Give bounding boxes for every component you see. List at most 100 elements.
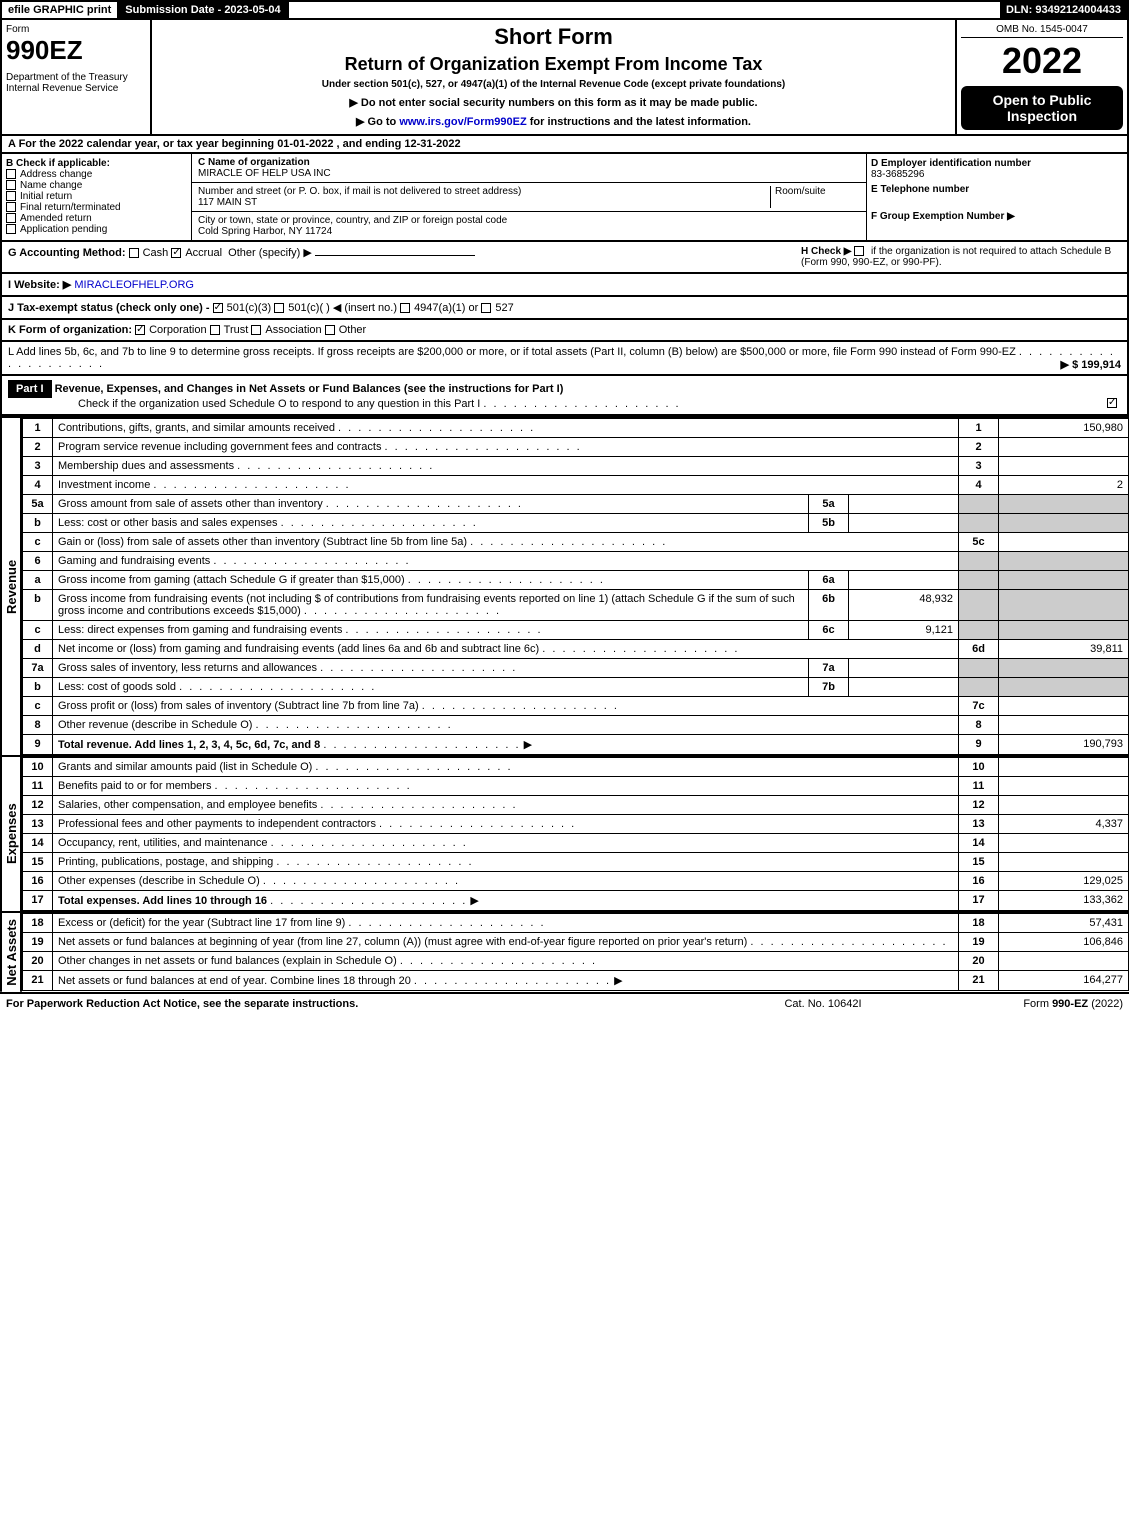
cb-label: Final return/terminated <box>20 202 121 213</box>
part1-badge: Part I <box>8 380 52 398</box>
room-label: Room/suite <box>770 186 860 208</box>
j-opt1: 501(c)(3) <box>227 302 272 314</box>
checkbox-cash[interactable] <box>129 248 139 258</box>
city-value: Cold Spring Harbor, NY 11724 <box>198 226 860 237</box>
street-value: 117 MAIN ST <box>198 197 770 208</box>
table-row: aGross income from gaming (attach Schedu… <box>23 571 1129 590</box>
k-label: K Form of organization: <box>8 324 132 336</box>
checkbox-h[interactable] <box>854 246 864 256</box>
checkbox-corp[interactable] <box>135 325 145 335</box>
table-row: 13Professional fees and other payments t… <box>23 815 1129 834</box>
k-assoc: Association <box>265 324 321 336</box>
table-row: 16Other expenses (describe in Schedule O… <box>23 872 1129 891</box>
submission-date: Submission Date - 2023-05-04 <box>119 2 288 18</box>
revenue-table: 1Contributions, gifts, grants, and simil… <box>22 418 1129 755</box>
cash-label: Cash <box>143 247 169 259</box>
checkbox-final-return[interactable] <box>6 202 16 212</box>
other-input[interactable] <box>315 255 475 256</box>
table-row: 3Membership dues and assessments 3 <box>23 457 1129 476</box>
table-row: 11Benefits paid to or for members 11 <box>23 777 1129 796</box>
street-label: Number and street (or P. O. box, if mail… <box>198 186 770 197</box>
form-number: 990EZ <box>6 35 146 66</box>
row-l: L Add lines 5b, 6c, and 7b to line 9 to … <box>0 342 1129 376</box>
table-row: 19Net assets or fund balances at beginni… <box>23 933 1129 952</box>
table-row: 2Program service revenue including gover… <box>23 438 1129 457</box>
k-trust: Trust <box>224 324 249 336</box>
form-label: Form <box>6 24 146 35</box>
org-name: MIRACLE OF HELP USA INC <box>198 168 860 179</box>
h-label: H Check ▶ <box>801 246 851 257</box>
dept-label: Department of the Treasury Internal Reve… <box>6 72 146 94</box>
omb-number: OMB No. 1545-0047 <box>961 24 1123 38</box>
top-bar: efile GRAPHIC print Submission Date - 20… <box>0 0 1129 20</box>
checkbox-527[interactable] <box>481 303 491 313</box>
table-row: cLess: direct expenses from gaming and f… <box>23 621 1129 640</box>
netassets-side-label: Net Assets <box>0 913 22 992</box>
table-row: 21Net assets or fund balances at end of … <box>23 971 1129 991</box>
checkbox-501c[interactable] <box>274 303 284 313</box>
table-row: 20Other changes in net assets or fund ba… <box>23 952 1129 971</box>
under-section: Under section 501(c), 527, or 4947(a)(1)… <box>160 79 947 90</box>
checkbox-other[interactable] <box>325 325 335 335</box>
table-row: dNet income or (loss) from gaming and fu… <box>23 640 1129 659</box>
row-g-h: G Accounting Method: Cash Accrual Other … <box>0 242 1129 274</box>
name-label: C Name of organization <box>198 157 860 168</box>
open-public-badge: Open to Public Inspection <box>961 86 1123 130</box>
tel-label: E Telephone number <box>871 184 1123 195</box>
table-row: 12Salaries, other compensation, and empl… <box>23 796 1129 815</box>
efile-label[interactable]: efile GRAPHIC print <box>2 2 119 18</box>
netassets-table: 18Excess or (deficit) for the year (Subt… <box>22 913 1129 991</box>
city-label: City or town, state or province, country… <box>198 215 860 226</box>
col-b-title: B Check if applicable: <box>6 158 187 169</box>
table-row: 6Gaming and fundraising events <box>23 552 1129 571</box>
dln-label: DLN: 93492124004433 <box>1000 2 1127 18</box>
j-opt3: 4947(a)(1) or <box>414 302 478 314</box>
checkbox-initial-return[interactable] <box>6 191 16 201</box>
row-j: J Tax-exempt status (check only one) - 5… <box>0 297 1129 320</box>
l-amount: ▶ $ 199,914 <box>1061 358 1121 371</box>
info-block: B Check if applicable: Address change Na… <box>0 154 1129 242</box>
section-a: A For the 2022 calendar year, or tax yea… <box>0 136 1129 154</box>
table-row: bLess: cost or other basis and sales exp… <box>23 514 1129 533</box>
cb-label: Application pending <box>20 224 107 235</box>
table-row: 5aGross amount from sale of assets other… <box>23 495 1129 514</box>
checkbox-amended[interactable] <box>6 213 16 223</box>
table-row: 15Printing, publications, postage, and s… <box>23 853 1129 872</box>
j-label: J Tax-exempt status (check only one) - <box>8 302 210 314</box>
website-link[interactable]: MIRACLEOFHELP.ORG <box>74 279 194 291</box>
goto-link[interactable]: www.irs.gov/Form990EZ <box>399 116 526 128</box>
short-form-title: Short Form <box>160 24 947 50</box>
footer-right: Form 990-EZ (2022) <box>923 998 1123 1010</box>
group-label: F Group Exemption Number ▶ <box>871 211 1123 222</box>
other-label: Other (specify) ▶ <box>228 247 312 259</box>
checkbox-schedule-o[interactable] <box>1107 398 1117 408</box>
checkbox-name-change[interactable] <box>6 180 16 190</box>
column-d: D Employer identification number 83-3685… <box>867 154 1127 240</box>
checkbox-address-change[interactable] <box>6 169 16 179</box>
ein-label: D Employer identification number <box>871 158 1123 169</box>
checkbox-4947[interactable] <box>400 303 410 313</box>
page-footer: For Paperwork Reduction Act Notice, see … <box>0 992 1129 1014</box>
table-row: cGain or (loss) from sale of assets othe… <box>23 533 1129 552</box>
i-label: I Website: ▶ <box>8 279 71 291</box>
k-other: Other <box>339 324 367 336</box>
column-b: B Check if applicable: Address change Na… <box>2 154 192 240</box>
j-opt4: 527 <box>495 302 513 314</box>
footer-cat: Cat. No. 10642I <box>723 998 923 1010</box>
part1-title: Revenue, Expenses, and Changes in Net As… <box>55 383 564 395</box>
table-row: 14Occupancy, rent, utilities, and mainte… <box>23 834 1129 853</box>
row-k: K Form of organization: Corporation Trus… <box>0 320 1129 342</box>
checkbox-assoc[interactable] <box>251 325 261 335</box>
return-title: Return of Organization Exempt From Incom… <box>160 54 947 75</box>
goto-line: ▶ Go to www.irs.gov/Form990EZ for instru… <box>160 115 947 128</box>
cb-label: Address change <box>20 169 92 180</box>
checkbox-pending[interactable] <box>6 224 16 234</box>
table-row: 17Total expenses. Add lines 10 through 1… <box>23 891 1129 911</box>
accrual-label: Accrual <box>185 247 222 259</box>
checkbox-trust[interactable] <box>210 325 220 335</box>
no-ssn-line: ▶ Do not enter social security numbers o… <box>160 96 947 109</box>
cb-label: Amended return <box>20 213 92 224</box>
part1-header-row: Part I Revenue, Expenses, and Changes in… <box>0 376 1129 416</box>
checkbox-accrual[interactable] <box>171 248 181 258</box>
checkbox-501c3[interactable] <box>213 303 223 313</box>
